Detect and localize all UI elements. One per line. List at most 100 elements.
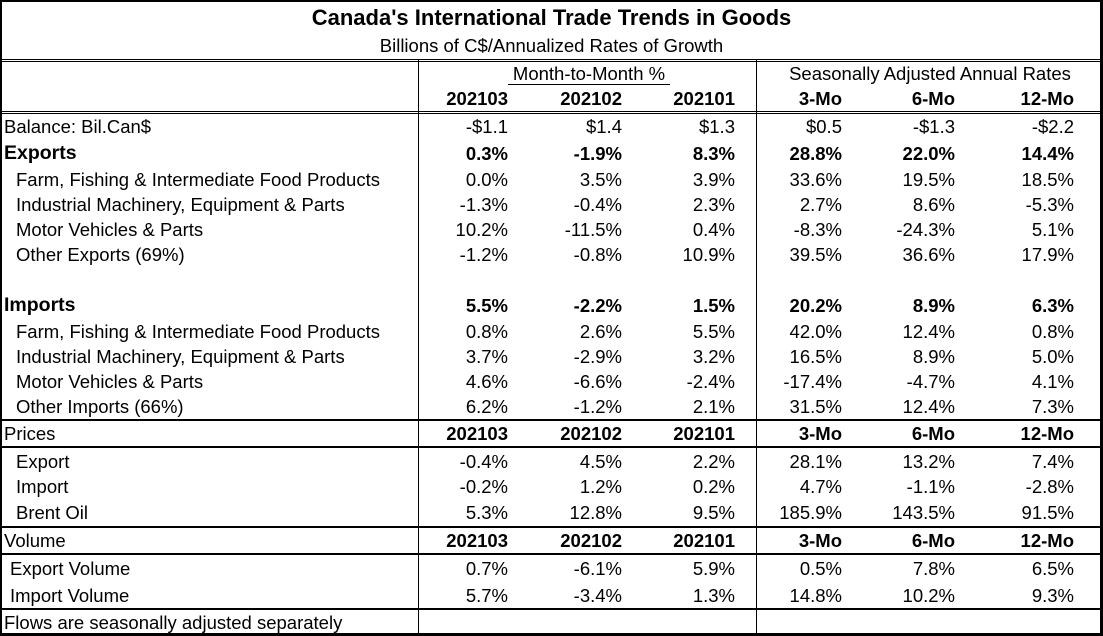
table-cell: -8.3% xyxy=(793,218,842,240)
subtitle-row: Billions of C$/Annualized Rates of Growt… xyxy=(0,33,1103,59)
table-cell: -0.8% xyxy=(573,243,622,265)
table-cell: 19.5% xyxy=(902,168,955,190)
table-cell: 2.6% xyxy=(579,320,622,342)
table-cell: -$2.2 xyxy=(1031,115,1074,137)
row-label: Farm, Fishing & Intermediate Food Produc… xyxy=(16,320,380,342)
header-divider xyxy=(0,111,1103,112)
row-label: Motor Vehicles & Parts xyxy=(16,370,204,392)
table-subtitle: Billions of C$/Annualized Rates of Growt… xyxy=(379,35,724,56)
table-cell: 6.2% xyxy=(465,395,508,417)
table-cell: -2.8% xyxy=(1025,475,1074,497)
table-row: Other Imports (66%) 6.2% -1.2% 2.1% 31.5… xyxy=(0,394,1103,419)
footnote-row: Flows are seasonally adjusted separately xyxy=(0,610,1103,635)
table-row: Motor Vehicles & Parts 10.2% -11.5% 0.4%… xyxy=(0,217,1103,242)
table-cell: -1.2% xyxy=(573,395,622,417)
row-label: Brent Oil xyxy=(16,501,88,523)
volume-bottom-rule xyxy=(0,553,1103,555)
table-cell: 5.5% xyxy=(465,294,508,316)
table-cell: 3.7% xyxy=(465,345,508,367)
imports-row: Imports 5.5% -2.2% 1.5% 20.2% 8.9% 6.3% xyxy=(0,292,1103,319)
prices-bottom-rule xyxy=(0,446,1103,448)
column-header: 3-Mo xyxy=(798,87,842,109)
table-cell: $1.4 xyxy=(585,115,622,137)
row-label: Export Volume xyxy=(10,557,131,579)
table-cell: 39.5% xyxy=(789,243,842,265)
table-cell: -11.5% xyxy=(564,218,622,240)
column-header: 12-Mo xyxy=(1020,529,1074,551)
table-cell: 12.4% xyxy=(902,320,955,342)
column-header: 12-Mo xyxy=(1020,87,1074,109)
monthly-underline xyxy=(508,84,670,85)
table-cell: 5.5% xyxy=(692,320,735,342)
table-row: Export -0.4% 4.5% 2.2% 28.1% 13.2% 7.4% xyxy=(0,449,1103,474)
table-cell: 91.5% xyxy=(1021,501,1074,523)
column-divider-group xyxy=(756,60,757,636)
footnote-rule xyxy=(0,608,1103,610)
row-label: Farm, Fishing & Intermediate Food Produc… xyxy=(16,168,380,190)
table-row: Industrial Machinery, Equipment & Parts … xyxy=(0,192,1103,217)
row-label: Other Exports (69%) xyxy=(16,243,185,265)
table-cell: 6.5% xyxy=(1031,557,1074,579)
table-cell: 5.7% xyxy=(465,584,508,606)
row-label: Industrial Machinery, Equipment & Parts xyxy=(16,193,345,215)
table-cell: 0.8% xyxy=(465,320,508,342)
table-cell: 8.9% xyxy=(912,345,955,367)
balance-row: Balance: Bil.Can$ -$1.1 $1.4 $1.3 $0.5 -… xyxy=(0,114,1103,139)
volume-header-row: Volume 202103 202102 202101 3-Mo 6-Mo 12… xyxy=(0,528,1103,553)
table-cell: -5.3% xyxy=(1025,193,1074,215)
table-cell: 8.9% xyxy=(912,294,955,316)
table-cell: 0.7% xyxy=(465,557,508,579)
border-right xyxy=(1100,0,1103,636)
column-header: 3-Mo xyxy=(798,529,842,551)
table-cell: 5.9% xyxy=(692,557,735,579)
table-cell: 18.5% xyxy=(1021,168,1074,190)
column-header: 202101 xyxy=(673,87,735,109)
prices-header-row: Prices 202103 202102 202101 3-Mo 6-Mo 12… xyxy=(0,421,1103,446)
table-cell: 10.9% xyxy=(682,243,735,265)
volume-top-rule xyxy=(0,526,1103,528)
table-cell: -$1.1 xyxy=(465,115,508,137)
table-cell: 5.1% xyxy=(1031,218,1074,240)
table-cell: 10.2% xyxy=(455,218,508,240)
table-cell: 4.6% xyxy=(465,370,508,392)
group-header-row: Month-to-Month % Seasonally Adjusted Ann… xyxy=(0,61,1103,86)
table-cell: 2.7% xyxy=(799,193,842,215)
table-cell: 9.3% xyxy=(1031,584,1074,606)
table-cell: 1.5% xyxy=(692,294,735,316)
column-divider-label xyxy=(418,60,419,636)
table-cell: -$1.3 xyxy=(912,115,955,137)
table-cell: 10.2% xyxy=(902,584,955,606)
table-cell: 2.2% xyxy=(692,450,735,472)
table-cell: 3.5% xyxy=(579,168,622,190)
table-cell: -2.9% xyxy=(573,345,622,367)
annual-group-header: Seasonally Adjusted Annual Rates xyxy=(789,62,1071,84)
column-header: 12-Mo xyxy=(1020,422,1074,444)
section-label: Prices xyxy=(4,422,56,444)
table-cell: 12.8% xyxy=(569,501,622,523)
table-cell: 28.8% xyxy=(789,142,842,164)
border-left xyxy=(0,0,2,636)
table-cell: 1.3% xyxy=(692,584,735,606)
table-cell: 12.4% xyxy=(902,395,955,417)
footnote: Flows are seasonally adjusted separately xyxy=(4,611,343,633)
table-cell: -0.2% xyxy=(459,475,508,497)
table-row: Other Exports (69%) -1.2% -0.8% 10.9% 39… xyxy=(0,242,1103,267)
table-cell: -1.3% xyxy=(459,193,508,215)
table-row: Farm, Fishing & Intermediate Food Produc… xyxy=(0,167,1103,192)
section-label: Volume xyxy=(4,529,66,551)
header-divider-double xyxy=(0,113,1103,114)
table-cell: 0.4% xyxy=(692,218,735,240)
table-cell: -1.9% xyxy=(573,142,622,164)
table-cell: -17.4% xyxy=(783,370,842,392)
column-header-row: 202103 202102 202101 3-Mo 6-Mo 12-Mo xyxy=(0,86,1103,111)
table-cell: 22.0% xyxy=(902,142,955,164)
column-header: 202102 xyxy=(560,422,622,444)
table-cell: -0.4% xyxy=(573,193,622,215)
column-header: 202103 xyxy=(446,422,508,444)
row-label: Import xyxy=(16,475,69,497)
monthly-group-header: Month-to-Month % xyxy=(512,62,666,84)
table-cell: 42.0% xyxy=(789,320,842,342)
exports-row: Exports 0.3% -1.9% 8.3% 28.8% 22.0% 14.4… xyxy=(0,140,1103,167)
row-label: Import Volume xyxy=(10,584,130,606)
border-bottom xyxy=(0,633,1103,636)
